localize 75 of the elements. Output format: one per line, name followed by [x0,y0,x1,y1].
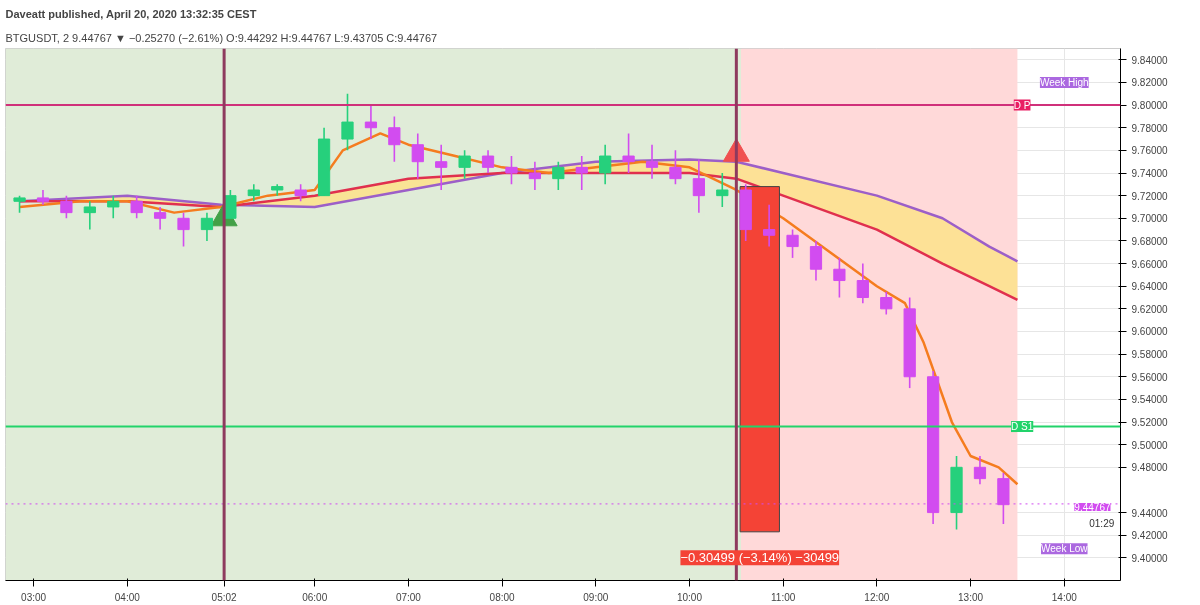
y-tick-label: 9.70000 [1131,213,1169,225]
x-tick-label: 13:00 [958,591,984,603]
candlestick [763,203,776,248]
candlestick [107,194,120,220]
y-tick-label: 9.72000 [1131,190,1169,202]
candlestick [552,160,565,191]
y-tick-label: 9.44000 [1131,507,1169,519]
candlestick [716,172,729,208]
annotation: −0.30499 (−3.14%) −30499 [680,550,840,566]
candlestick [575,155,588,191]
candlestick [622,132,635,174]
y-tick-label: 9.58000 [1131,349,1169,361]
candlestick [809,240,823,282]
candlestick [692,158,705,214]
x-tick-label: 03:00 [21,591,47,603]
candlestick [481,149,495,174]
y-tick-label: 9.66000 [1131,258,1169,270]
y-tick-label: 9.74000 [1131,168,1169,180]
annotation: D S1 [1011,421,1034,433]
y-tick-label: 9.80000 [1131,100,1169,112]
annotation: 01:29 [1089,518,1115,530]
y-tick-label: 9.62000 [1131,303,1169,315]
ref-line-label: 9.44767 [1074,501,1111,513]
y-tick-label: 9.52000 [1131,417,1169,429]
candlestick [83,200,96,231]
x-tick-label: 04:00 [114,591,141,603]
candlestick [599,143,612,186]
annotation: Week High [1039,76,1089,88]
y-tick-label: 9.40000 [1131,552,1169,564]
candlestick [528,160,542,191]
x-tick-label: 14:00 [1051,591,1078,603]
y-tick-label: 9.54000 [1131,394,1169,406]
candlestick [833,257,846,299]
chart-title: Daveatt published, April 20, 2020 13:32:35 CEST [5,7,257,20]
x-tick-label: 05:02 [211,591,238,603]
candlestick [458,149,471,180]
candlestick [388,115,401,163]
x-tick-label: 07:00 [395,591,422,603]
candlestick [669,149,682,186]
candlestick [177,211,190,248]
y-tick-label: 9.64000 [1131,281,1169,293]
candlestick [341,92,354,152]
candlestick [505,155,518,186]
candlestick [880,291,893,316]
y-tick-label: 9.48000 [1131,462,1169,474]
annotation: D P [1013,99,1031,111]
candlestick [411,132,424,180]
x-tick-label: 08:00 [489,591,516,603]
y-tick-label: 9.50000 [1131,439,1169,451]
y-tick-label: 9.42000 [1131,530,1169,542]
y-tick-label: 9.84000 [1131,54,1169,66]
x-tick-label: 11:00 [771,591,796,603]
candlestick [153,206,167,231]
candlestick [645,143,659,180]
candlestick [435,143,448,191]
x-tick-label: 10:00 [676,591,703,603]
candlestick [130,194,143,220]
y-tick-label: 9.82000 [1131,77,1169,89]
annotation: Week Low [1041,543,1089,555]
candlestick [224,189,237,220]
x-tick-label: 09:00 [583,591,609,603]
candlestick [364,104,378,140]
y-tick-label: 9.68000 [1131,235,1169,247]
x-tick-label: 06:00 [302,591,328,603]
candlestick [200,211,214,242]
x-tick-label: 12:00 [864,591,890,603]
y-tick-label: 9.76000 [1131,145,1169,157]
y-tick-label: 9.56000 [1131,371,1169,383]
candlestick [973,455,987,486]
candlestick [786,228,799,259]
candlestick [856,262,869,304]
y-tick-label: 9.78000 [1131,122,1169,134]
candlestick [60,194,73,220]
y-tick-label: 9.60000 [1131,326,1169,338]
chart-subtitle: BTGUSDT, 2 9.44767 ▼ −0.25270 (−2.61%) O:9.44292 H:9.44767 L:9.43705 C:9.44767 [5,31,438,44]
